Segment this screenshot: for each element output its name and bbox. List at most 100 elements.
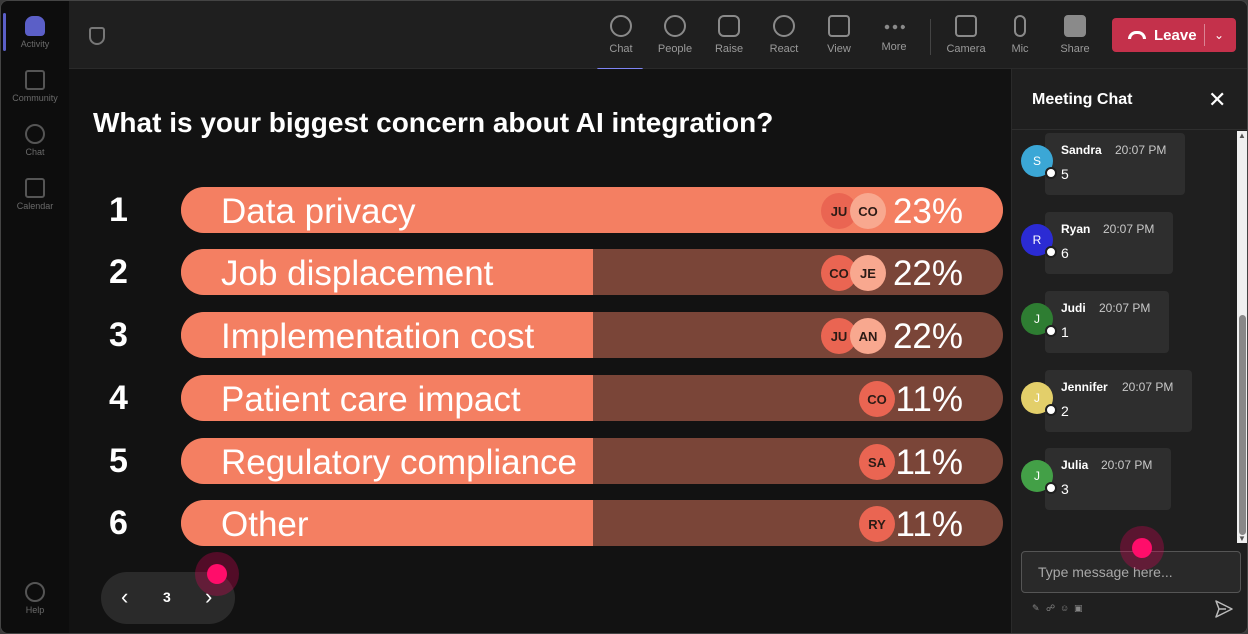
avatar[interactable]: J (1021, 460, 1057, 494)
option-bar-fill (181, 500, 593, 546)
meeting-toolbar: Chat People Raise React View More Camera (69, 1, 1247, 71)
avatar[interactable]: S (1021, 145, 1057, 179)
rail-item-help[interactable]: Help (1, 571, 69, 625)
leave-divider (1204, 24, 1205, 46)
sender-name: Julia (1061, 458, 1089, 472)
format-icon[interactable]: ✎ (1032, 603, 1040, 613)
option-rank: 1 (109, 191, 128, 229)
option-percent: 11% (895, 443, 963, 482)
raise-hand-button[interactable]: Raise (703, 11, 755, 63)
sender-name: Judi (1061, 301, 1086, 315)
message-bubble: Jennifer 20:07 PM 2 (1045, 370, 1192, 432)
pointer-highlight (195, 552, 239, 596)
presence-dot (1045, 246, 1057, 258)
option-bar: Data privacy JU CO 23% (181, 187, 1003, 233)
option-percent: 23% (892, 192, 963, 231)
phone-hangup-icon (1128, 31, 1146, 39)
chevron-down-icon[interactable]: ⌄ (1214, 28, 1225, 42)
poll-option-row: 6 Other RY 11% (69, 500, 1011, 548)
chat-message-list[interactable]: Sandra 20:07 PM 5 S Ryan 20:07 PM 6 R Judi 20:07 … (1012, 129, 1247, 545)
option-percent: 11% (895, 380, 963, 419)
button-label: Camera (946, 43, 986, 55)
rail-label: Chat (25, 146, 45, 157)
option-label: Patient care impact (221, 380, 521, 419)
view-button[interactable]: View (813, 11, 865, 63)
poll-question: What is your biggest concern about AI in… (93, 107, 774, 138)
message-text: 1 (1061, 324, 1069, 340)
scroll-down-icon[interactable]: ▼ (1238, 534, 1246, 543)
share-button[interactable]: Share (1049, 11, 1101, 63)
camera-button[interactable]: Camera (940, 11, 992, 63)
button-label: More (881, 41, 907, 53)
rail-item-calendar[interactable]: Calendar (1, 167, 69, 221)
chat-title: Meeting Chat (1032, 91, 1133, 108)
voter-avatar: AN (850, 318, 886, 354)
react-button[interactable]: React (758, 11, 810, 63)
page-number: 3 (163, 589, 171, 605)
message-time: 20:07 PM (1122, 380, 1174, 394)
button-label: Mic (1011, 43, 1029, 55)
close-icon[interactable]: ✕ (1208, 87, 1227, 112)
react-icon (773, 15, 795, 37)
rail-label: Calendar (16, 200, 54, 211)
option-rank: 5 (109, 442, 128, 480)
message-time: 20:07 PM (1101, 458, 1153, 472)
avatar[interactable]: J (1021, 382, 1057, 416)
option-label: Job displacement (221, 254, 494, 293)
option-label: Implementation cost (221, 317, 535, 356)
chat-button[interactable]: Chat (595, 11, 647, 71)
calendar-icon (25, 177, 45, 198)
gif-icon[interactable]: ▣ (1074, 603, 1083, 613)
option-bar: Patient care impact CO 11% (181, 375, 1003, 421)
scroll-thumb[interactable] (1239, 315, 1246, 535)
leave-button[interactable]: Leave ⌄ (1112, 18, 1236, 52)
raise-hand-icon (718, 15, 740, 37)
chevron-left-icon[interactable]: ‹ (121, 584, 129, 609)
poll-option-row: 5 Regulatory compliance SA 11% (69, 438, 1011, 486)
attach-icon[interactable]: ☍ (1046, 603, 1056, 613)
chat-message-input[interactable] (1021, 551, 1241, 593)
chat-message: Julia 20:07 PM 3 J (1012, 448, 1222, 512)
scroll-up-icon[interactable]: ▲ (1238, 131, 1246, 140)
button-label: React (769, 43, 799, 55)
button-label: People (657, 43, 693, 55)
message-text: 6 (1061, 245, 1069, 261)
button-label: View (827, 43, 851, 55)
poll-option-row: 2 Job displacement CO JE 22% (69, 249, 1011, 297)
mic-button[interactable]: Mic (994, 11, 1046, 63)
sender-name: Ryan (1061, 222, 1091, 236)
option-percent: 22% (892, 317, 963, 356)
chat-message: Judi 20:07 PM 1 J (1012, 291, 1222, 355)
more-button[interactable]: More (868, 11, 920, 63)
avatar[interactable]: J (1021, 303, 1057, 337)
option-percent: 22% (892, 254, 963, 293)
emoji-icon[interactable]: ☺ (1060, 603, 1070, 613)
option-bar: Regulatory compliance SA 11% (181, 438, 1003, 484)
presence-dot (1045, 167, 1057, 179)
option-bar: Job displacement CO JE 22% (181, 249, 1003, 295)
shield-icon[interactable] (89, 27, 105, 45)
voter-avatar: CO (859, 381, 895, 417)
send-icon[interactable] (1214, 599, 1234, 619)
people-button[interactable]: People (649, 11, 701, 63)
button-label: Chat (609, 43, 633, 55)
help-icon (25, 581, 45, 602)
chevron-right-icon[interactable]: › (205, 584, 213, 609)
chat-scrollbar[interactable]: ▲ ▼ (1237, 131, 1247, 543)
avatar[interactable]: R (1021, 224, 1057, 258)
message-bubble: Ryan 20:07 PM 6 (1045, 212, 1173, 274)
voter-avatar: JE (850, 255, 886, 291)
message-text: 2 (1061, 403, 1069, 419)
option-bar-fill (181, 249, 593, 295)
avatar-initial: J (1034, 469, 1040, 483)
poll-option-row: 1 Data privacy JU CO 23% (69, 187, 1011, 235)
message-text: 3 (1061, 481, 1069, 497)
rail-item-activity[interactable]: Activity (1, 5, 69, 59)
presence-dot (1045, 404, 1057, 416)
chat-icon (25, 123, 45, 144)
message-time: 20:07 PM (1115, 143, 1167, 157)
rail-item-chat[interactable]: Chat (1, 113, 69, 167)
rail-item-community[interactable]: Community (1, 59, 69, 113)
poll-option-row: 3 Implementation cost JU AN 22% (69, 312, 1011, 360)
